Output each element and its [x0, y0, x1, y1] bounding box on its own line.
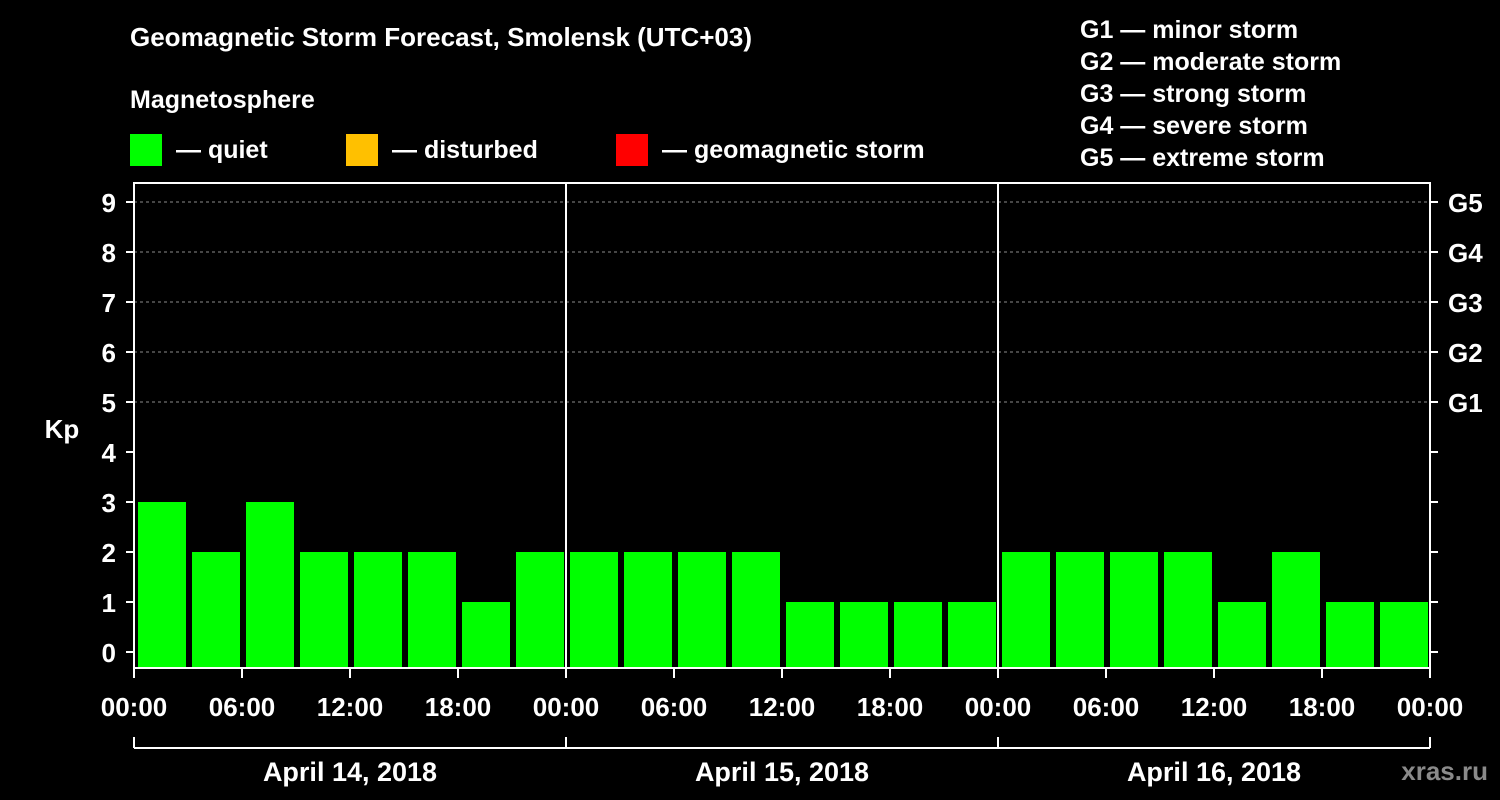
storm-level-g2: G2 — moderate storm [1080, 48, 1342, 76]
x-tick-label-4: 00:00 [533, 692, 600, 722]
watermark: xras.ru [1401, 756, 1488, 786]
y-tick-label-0: 0 [102, 638, 116, 668]
kp-bar-8 [570, 552, 618, 668]
kp-bar-18 [1110, 552, 1158, 668]
kp-bar-21 [1272, 552, 1320, 668]
x-tick-label-3: 18:00 [425, 692, 492, 722]
kp-bar-3 [300, 552, 348, 668]
y-axis-label: Kp [45, 414, 80, 444]
kp-bar-12 [786, 602, 834, 668]
kp-bar-11 [732, 552, 780, 668]
y-tick-label-5: 5 [102, 388, 116, 418]
y-tick-label-6: 6 [102, 338, 116, 368]
y-tick-label-8: 8 [102, 238, 116, 268]
storm-level-legend: G1 — minor storm G2 — moderate storm G3 … [1080, 14, 1341, 174]
x-tick-label-7: 18:00 [857, 692, 924, 722]
kp-bar-10 [678, 552, 726, 668]
kp-bar-5 [408, 552, 456, 668]
x-tick-label-6: 12:00 [749, 692, 816, 722]
kp-bar-16 [1002, 552, 1050, 668]
kp-bar-14 [894, 602, 942, 668]
right-tick-label-G2: G2 [1448, 338, 1483, 368]
storm-level-g4: G4 — severe storm [1080, 112, 1308, 140]
storm-level-g3: G3 — strong storm [1080, 80, 1307, 108]
x-tick-label-1: 06:00 [209, 692, 276, 722]
legend-label-disturbed: — disturbed [392, 135, 538, 164]
day-label-1: April 15, 2018 [695, 757, 869, 787]
x-tick-label-2: 12:00 [317, 692, 384, 722]
kp-bar-2 [246, 502, 294, 668]
right-tick-label-G3: G3 [1448, 288, 1483, 318]
kp-bar-15 [948, 602, 996, 668]
chart-title: Geomagnetic Storm Forecast, Smolensk (UT… [130, 22, 753, 52]
legend-swatch-quiet [130, 134, 162, 166]
kp-bar-7 [516, 552, 564, 668]
y-tick-label-9: 9 [102, 188, 116, 218]
y-tick-label-1: 1 [102, 588, 116, 618]
y-tick-label-4: 4 [102, 438, 117, 468]
legend-swatch-disturbed [346, 134, 378, 166]
kp-bar-1 [192, 552, 240, 668]
x-tick-label-10: 12:00 [1181, 692, 1248, 722]
right-tick-label-G4: G4 [1448, 238, 1483, 268]
x-tick-label-12: 00:00 [1397, 692, 1464, 722]
legend-item-disturbed: — disturbed [346, 133, 538, 167]
legend-item-quiet: — quiet [130, 133, 268, 167]
x-tick-label-5: 06:00 [641, 692, 708, 722]
kp-bar-17 [1056, 552, 1104, 668]
kp-bar-22 [1326, 602, 1374, 668]
legend-label-quiet: — quiet [176, 135, 268, 164]
x-tick-label-0: 00:00 [101, 692, 168, 722]
kp-bar-19 [1164, 552, 1212, 668]
x-tick-label-11: 18:00 [1289, 692, 1356, 722]
storm-level-g5: G5 — extreme storm [1080, 144, 1325, 172]
right-tick-label-G5: G5 [1448, 188, 1483, 218]
legend-swatch-storm [616, 134, 648, 166]
x-tick-label-9: 06:00 [1073, 692, 1140, 722]
legend-item-storm: — geomagnetic storm [616, 133, 925, 167]
x-tick-label-8: 00:00 [965, 692, 1032, 722]
right-tick-label-G1: G1 [1448, 388, 1483, 418]
y-tick-label-7: 7 [102, 288, 116, 318]
magnetosphere-heading: Magnetosphere [130, 86, 315, 114]
y-tick-label-3: 3 [102, 488, 116, 518]
kp-bar-13 [840, 602, 888, 668]
kp-bar-0 [138, 502, 186, 668]
kp-bar-6 [462, 602, 510, 668]
kp-bar-20 [1218, 602, 1266, 668]
kp-bar-4 [354, 552, 402, 668]
kp-bar-9 [624, 552, 672, 668]
storm-level-g1: G1 — minor storm [1080, 16, 1299, 44]
kp-bar-23 [1380, 602, 1428, 668]
legend-label-storm: — geomagnetic storm [662, 135, 925, 164]
y-tick-label-2: 2 [102, 538, 116, 568]
day-label-2: April 16, 2018 [1127, 757, 1301, 787]
day-label-0: April 14, 2018 [263, 757, 437, 787]
